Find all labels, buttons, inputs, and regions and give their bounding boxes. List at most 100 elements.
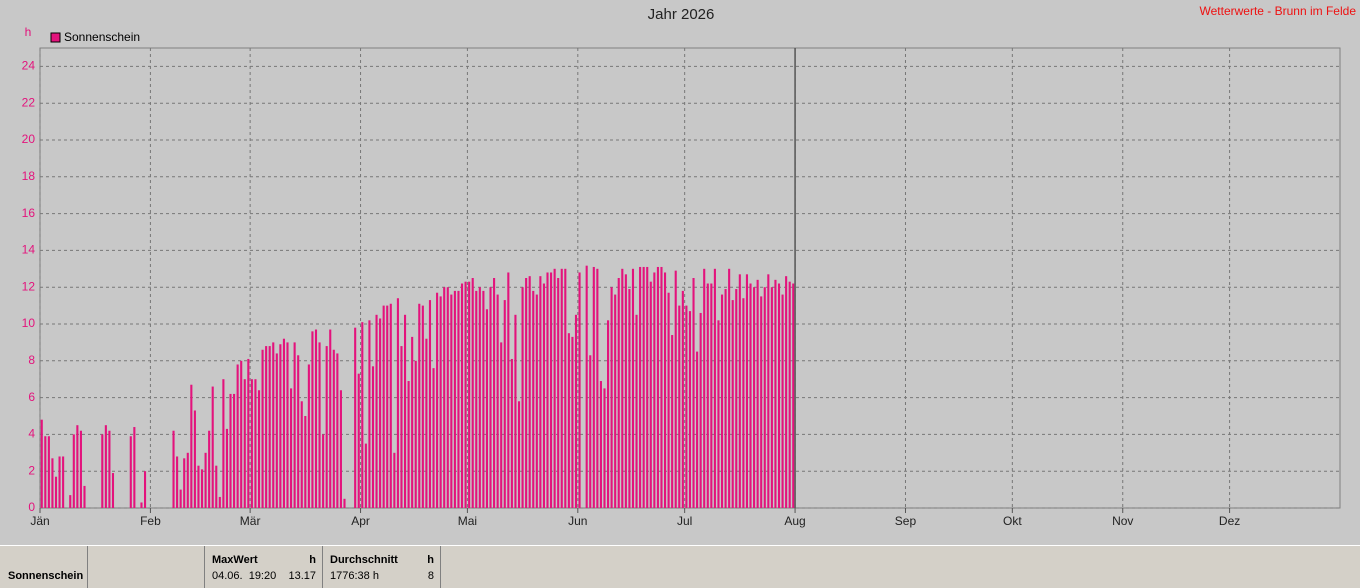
bar — [421, 305, 424, 508]
x-tick-label: Mär — [240, 514, 261, 528]
bar — [720, 294, 724, 508]
bar — [660, 266, 663, 508]
bar — [208, 430, 211, 508]
footer-header: MaxWert — [212, 554, 258, 566]
bar — [528, 276, 531, 508]
x-tick-label: Jun — [568, 514, 587, 528]
bar — [304, 416, 307, 508]
bar — [589, 355, 592, 508]
bar — [567, 333, 570, 508]
bar — [104, 425, 107, 508]
bar — [760, 296, 763, 508]
bar — [770, 287, 773, 508]
bar — [710, 283, 713, 508]
bar — [282, 338, 285, 508]
bar — [44, 436, 47, 508]
bar — [268, 346, 271, 508]
bar — [275, 353, 278, 508]
bar — [639, 266, 642, 508]
bar — [414, 360, 417, 508]
footer: Sonnenschein MaxWert h 04.06. 19:20 13.1… — [0, 545, 1360, 588]
bar — [297, 355, 300, 508]
bar — [361, 322, 364, 508]
bar — [250, 379, 253, 508]
bar — [254, 379, 257, 508]
bar — [411, 336, 414, 508]
y-tick-label: 10 — [22, 316, 36, 330]
bar — [635, 314, 638, 508]
bar — [517, 401, 521, 508]
bar — [599, 381, 602, 508]
chart-title: Jahr 2026 — [648, 6, 715, 23]
y-tick-label: 4 — [28, 427, 35, 441]
bar — [329, 329, 332, 508]
bar — [225, 428, 229, 508]
bar — [617, 278, 620, 508]
bar — [62, 456, 65, 508]
bar — [325, 346, 328, 508]
bar — [432, 368, 435, 508]
chart: Jahr 2026 Wetterwerte - Brunn im Felde h… — [22, 4, 1357, 528]
bar — [656, 266, 659, 508]
bar — [111, 473, 115, 508]
footer-unit: h — [427, 554, 434, 566]
bar — [485, 309, 489, 508]
bar — [257, 390, 261, 508]
bar — [753, 287, 756, 508]
bar — [703, 268, 706, 508]
bar — [542, 283, 545, 508]
bar — [560, 268, 563, 508]
bar — [436, 292, 439, 508]
footer-value: 13.17 — [288, 570, 316, 582]
bar — [76, 425, 79, 508]
bar — [745, 274, 749, 508]
bar — [336, 353, 339, 508]
bar — [79, 430, 82, 508]
bar — [300, 401, 303, 508]
footer-label: Sonnenschein — [8, 570, 84, 582]
bar — [375, 314, 378, 508]
bar — [756, 279, 759, 508]
bar — [382, 305, 385, 508]
x-tick-label: Dez — [1219, 514, 1240, 528]
bar — [468, 281, 471, 508]
bar — [678, 305, 681, 508]
bar — [176, 456, 179, 508]
bar — [72, 434, 75, 508]
bar — [193, 410, 196, 508]
bar — [792, 283, 795, 508]
bar — [685, 305, 688, 508]
bar — [129, 436, 132, 508]
bar — [143, 471, 147, 508]
bar — [179, 489, 182, 508]
bar — [646, 266, 649, 508]
bar — [354, 327, 357, 508]
bar — [724, 289, 727, 508]
bar — [54, 476, 58, 508]
bar — [371, 366, 375, 508]
bar — [525, 278, 528, 508]
bar — [631, 268, 635, 508]
y-tick-label: 8 — [28, 353, 35, 367]
bar — [671, 335, 674, 508]
bar — [311, 331, 314, 508]
bar — [781, 294, 784, 508]
bar — [204, 452, 207, 508]
y-tick-label: 16 — [22, 206, 36, 220]
bar — [69, 495, 72, 508]
y-tick-label: 22 — [22, 95, 36, 109]
y-tick-label: 6 — [28, 390, 35, 404]
bar — [318, 342, 321, 508]
y-tick-label: 2 — [28, 463, 35, 477]
bar — [286, 342, 289, 508]
x-tick-label: Apr — [351, 514, 370, 528]
footer-cell: Durchschnitt h 1776:38 h 8 — [323, 546, 441, 588]
bar — [332, 349, 335, 508]
bar — [564, 268, 567, 508]
bar — [457, 290, 460, 508]
bar — [233, 393, 236, 508]
bar — [172, 430, 175, 508]
bar — [777, 283, 781, 508]
bar — [307, 364, 310, 508]
bar — [574, 314, 578, 508]
